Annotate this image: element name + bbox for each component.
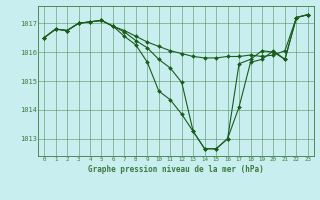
X-axis label: Graphe pression niveau de la mer (hPa): Graphe pression niveau de la mer (hPa) (88, 165, 264, 174)
